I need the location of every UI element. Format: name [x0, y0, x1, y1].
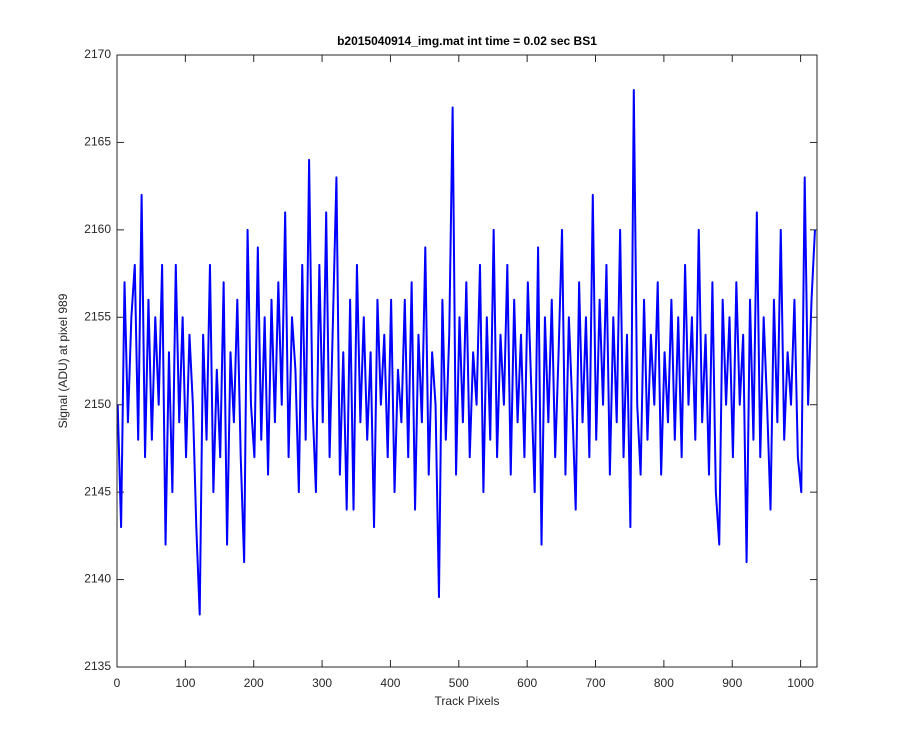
x-tick-label: 0 [114, 676, 121, 690]
x-tick-label: 700 [586, 676, 606, 690]
y-tick-label: 2165 [84, 135, 111, 149]
y-tick-label: 2135 [84, 659, 111, 673]
axes-box [116, 54, 818, 668]
chart-title: b2015040914_img.mat int time = 0.02 sec … [337, 34, 597, 48]
y-tick-label: 2145 [84, 484, 111, 498]
y-tick-label: 2160 [84, 222, 111, 236]
x-tick-label: 1000 [787, 676, 814, 690]
y-axis-label: Signal (ADU) at pixel 989 [56, 293, 70, 428]
x-tick-label: 600 [517, 676, 537, 690]
x-tick-label: 500 [449, 676, 469, 690]
y-tick-label: 2155 [84, 309, 111, 323]
x-tick-label: 100 [175, 676, 195, 690]
y-tick-label: 2140 [84, 572, 111, 586]
x-tick-label: 200 [244, 676, 264, 690]
x-tick-label: 400 [380, 676, 400, 690]
y-tick-label: 2170 [84, 47, 111, 61]
x-axis-label: Track Pixels [435, 694, 500, 708]
x-tick-label: 300 [312, 676, 332, 690]
x-tick-label: 800 [654, 676, 674, 690]
x-tick-label: 900 [722, 676, 742, 690]
data-line [116, 88, 816, 616]
y-tick-label: 2150 [84, 397, 111, 411]
